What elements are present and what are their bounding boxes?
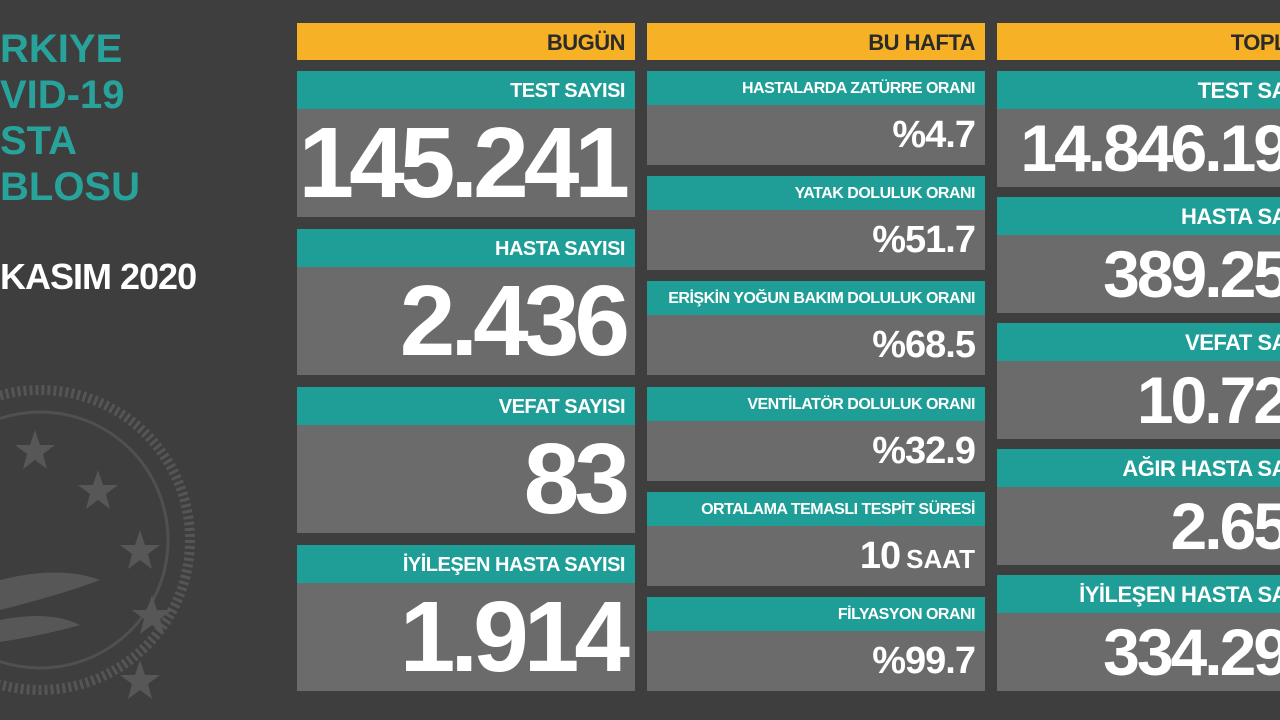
stat-label: VEFAT SA	[997, 323, 1280, 361]
stat-card: İYİLEŞEN HASTA SAYISI 1.914	[297, 545, 635, 691]
stat-card: YATAK DOLULUK ORANI %51.7	[647, 176, 985, 271]
stat-value-box: 2.436	[297, 267, 635, 375]
column-header: TOPL	[997, 23, 1280, 60]
column: BUGÜN TEST SAYISI 145.241 HASTA SAYISI 2.436…	[297, 23, 635, 703]
stat-value: 389.25	[1103, 237, 1280, 311]
stat-card: FİLYASYON ORANI %99.7	[647, 597, 985, 691]
title-line: RKIYE	[0, 27, 123, 71]
stat-label: HASTALARDA ZATÜRRE ORANI	[647, 71, 985, 105]
stat-value-box: 145.241	[297, 109, 635, 217]
stat-card: TEST SAYISI 145.241	[297, 71, 635, 217]
stat-label: HASTA SAYISI	[297, 229, 635, 267]
stat-value-box: %32.9	[647, 421, 985, 481]
stat-value: 334.29	[1103, 615, 1280, 689]
stat-label: FİLYASYON ORANI	[647, 597, 985, 631]
stat-value-box: 83	[297, 425, 635, 533]
title-line: VID-19	[0, 73, 125, 117]
stat-label: İYİLEŞEN HASTA SA	[997, 575, 1280, 613]
title-line: BLOSU	[0, 165, 140, 209]
stat-value-box: %68.5	[647, 315, 985, 375]
stat-card: HASTALARDA ZATÜRRE ORANI %4.7	[647, 71, 985, 165]
stat-label: ORTALAMA TEMASLI TESPİT SÜRESİ	[647, 491, 985, 526]
stat-card: TEST SA 14.846.19	[997, 71, 1280, 187]
stat-value-box: 10 SAAT	[647, 526, 985, 586]
stat-value: 10	[859, 534, 901, 577]
stat-value: %32.9	[872, 429, 976, 472]
stat-value: 2.65	[1170, 489, 1280, 563]
stat-value: %68.5	[872, 324, 976, 367]
stat-value: 83	[523, 423, 630, 533]
stat-card: HASTA SA 389.25	[997, 197, 1280, 313]
stat-label: VEFAT SAYISI	[297, 387, 635, 425]
emblem	[0, 385, 195, 699]
stat-label: VENTİLATÖR DOLULUK ORANI	[647, 386, 985, 421]
stat-value-box: 14.846.19	[997, 109, 1280, 187]
stat-value: 145.241	[298, 107, 630, 217]
stat-card: İYİLEŞEN HASTA SA 334.29	[997, 575, 1280, 691]
column: BU HAFTA HASTALARDA ZATÜRRE ORANI %4.7 YATA…	[647, 23, 985, 703]
stat-value: %4.7	[892, 114, 976, 156]
stat-value: %99.7	[872, 640, 976, 682]
stat-value-box: %99.7	[647, 631, 985, 691]
stat-label: TEST SA	[997, 71, 1280, 109]
stat-card: VENTİLATÖR DOLULUK ORANI %32.9	[647, 386, 985, 481]
stat-label: İYİLEŞEN HASTA SAYISI	[297, 545, 635, 583]
stat-unit: SAAT	[906, 543, 975, 574]
stat-label: TEST SAYISI	[297, 71, 635, 109]
stat-card: ORTALAMA TEMASLI TESPİT SÜRESİ 10 SAAT	[647, 491, 985, 586]
stat-value: %51.7	[872, 219, 976, 262]
stat-value-box: 389.25	[997, 235, 1280, 313]
stat-value: 14.846.19	[1020, 111, 1280, 185]
stat-card: ERİŞKİN YOĞUN BAKIM DOLULUK ORANI %68.5	[647, 281, 985, 376]
stat-label: AĞIR HASTA SA	[997, 449, 1280, 487]
column-header: BUGÜN	[297, 23, 635, 60]
stat-value-box: 334.29	[997, 613, 1280, 691]
stat-value: 1.914	[399, 581, 630, 691]
stat-value-box: 2.65	[997, 487, 1280, 565]
title-line: STA	[0, 119, 78, 163]
stat-label: ERİŞKİN YOĞUN BAKIM DOLULUK ORANI	[647, 281, 985, 316]
stat-card: VEFAT SA 10.72	[997, 323, 1280, 439]
date: KASIM 2020	[0, 256, 197, 297]
column-header: BU HAFTA	[647, 23, 985, 60]
stat-value: 10.72	[1136, 363, 1280, 437]
stat-value-box: 10.72	[997, 361, 1280, 439]
stat-card: VEFAT SAYISI 83	[297, 387, 635, 533]
stat-value: 2.436	[399, 265, 630, 375]
stat-value-box: %51.7	[647, 210, 985, 270]
stat-value-box: 1.914	[297, 583, 635, 691]
stat-label: YATAK DOLULUK ORANI	[647, 176, 985, 211]
stat-value-box: %4.7	[647, 105, 985, 165]
stat-card: AĞIR HASTA SA 2.65	[997, 449, 1280, 565]
stat-card: HASTA SAYISI 2.436	[297, 229, 635, 375]
stat-label: HASTA SA	[997, 197, 1280, 235]
